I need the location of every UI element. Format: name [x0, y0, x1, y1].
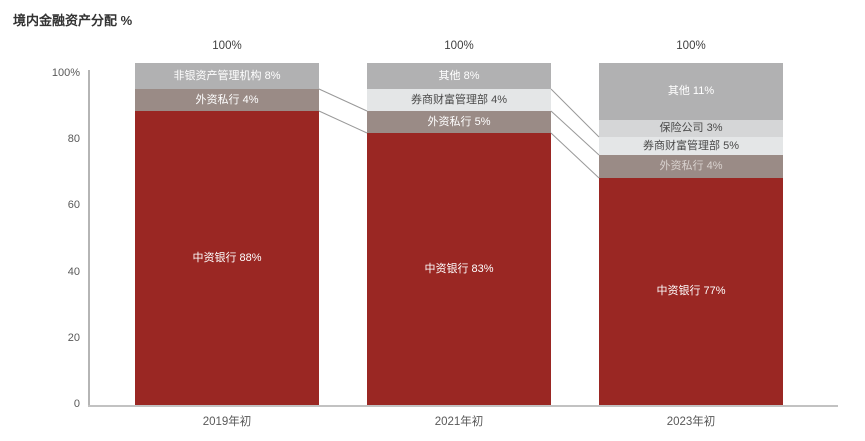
bar-segment-中资银行: 中资银行 83% — [367, 133, 551, 405]
bar-segment-保险公司: 保险公司 3% — [599, 120, 783, 137]
y-tick-label: 80 — [67, 133, 80, 146]
segment-label: 券商财富管理部 4% — [411, 93, 507, 106]
connector-line-外资私行 — [550, 110, 600, 156]
x-axis-label: 2023年初 — [666, 416, 716, 428]
segment-label: 中资银行 77% — [656, 285, 726, 297]
segment-label: 外资私行 5% — [427, 115, 491, 128]
segment-label: 非银资产管理机构 8% — [173, 69, 281, 82]
y-tick-label: 40 — [67, 265, 80, 278]
bar-2019年初: 非银资产管理机构 8% 外资私行 4% 中资银行 88% — [135, 63, 319, 405]
x-axis-line — [88, 405, 838, 407]
segment-label: 其他 11% — [667, 85, 715, 97]
segment-label: 外资私行 4% — [195, 93, 259, 106]
bar-segment-外资私行: 外资私行 4% — [599, 155, 783, 178]
connector-line-中资银行 — [318, 110, 368, 134]
connector-line-外资私行 — [318, 88, 368, 112]
bar-segment-外资私行: 外资私行 5% — [367, 111, 551, 133]
total-label: 100% — [444, 40, 474, 52]
bar-segment-券商财富管理部: 券商财富管理部 4% — [367, 89, 551, 111]
segment-label: 中资银行 88% — [192, 251, 262, 264]
segment-label: 中资银行 83% — [424, 262, 494, 275]
bar-2021年初: 其他 8% 券商财富管理部 4% 外资私行 5% 中资银行 83% — [367, 63, 551, 405]
y-tick-label: 0 — [73, 398, 80, 410]
chart-title: 境内金融资产分配 % — [13, 13, 133, 28]
segment-label: 其他 8% — [438, 69, 480, 82]
bar-segment-其他: 其他 11% — [599, 63, 783, 120]
y-tick-label: 20 — [67, 331, 80, 344]
bar-segment-非银资产管理机构: 非银资产管理机构 8% — [135, 63, 319, 89]
bar-segment-中资银行: 中资银行 88% — [135, 111, 319, 405]
y-tick-label: 60 — [67, 199, 80, 212]
bar-segment-外资私行: 外资私行 4% — [135, 89, 319, 111]
bar-segment-券商财富管理部: 券商财富管理部 5% — [599, 137, 783, 155]
y-axis-line — [88, 70, 90, 405]
segment-label: 保险公司 3% — [659, 122, 723, 134]
y-tick-label: 100% — [51, 67, 80, 79]
bar-segment-其他: 其他 8% — [367, 63, 551, 89]
total-label: 100% — [676, 40, 706, 52]
segment-label: 外资私行 4% — [659, 160, 723, 172]
bar-2023年初: 其他 11% 保险公司 3% 券商财富管理部 5% 外资私行 4% 中资银行 77% — [599, 63, 783, 405]
x-axis-label: 2019年初 — [202, 416, 252, 428]
connector-line-中资银行 — [550, 132, 600, 179]
segment-label: 券商财富管理部 5% — [643, 139, 739, 152]
connector-line-券商财富管理部 — [550, 88, 600, 138]
bar-segment-中资银行: 中资银行 77% — [599, 178, 783, 405]
x-axis-label: 2021年初 — [434, 416, 484, 428]
total-label: 100% — [212, 40, 242, 52]
